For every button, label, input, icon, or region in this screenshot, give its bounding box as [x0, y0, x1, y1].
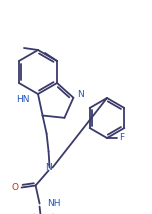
Text: NH: NH: [48, 199, 61, 208]
Text: F: F: [119, 134, 124, 143]
Text: N: N: [45, 163, 52, 172]
Text: HN: HN: [17, 95, 30, 104]
Text: O: O: [11, 183, 18, 192]
Text: N: N: [77, 90, 84, 99]
